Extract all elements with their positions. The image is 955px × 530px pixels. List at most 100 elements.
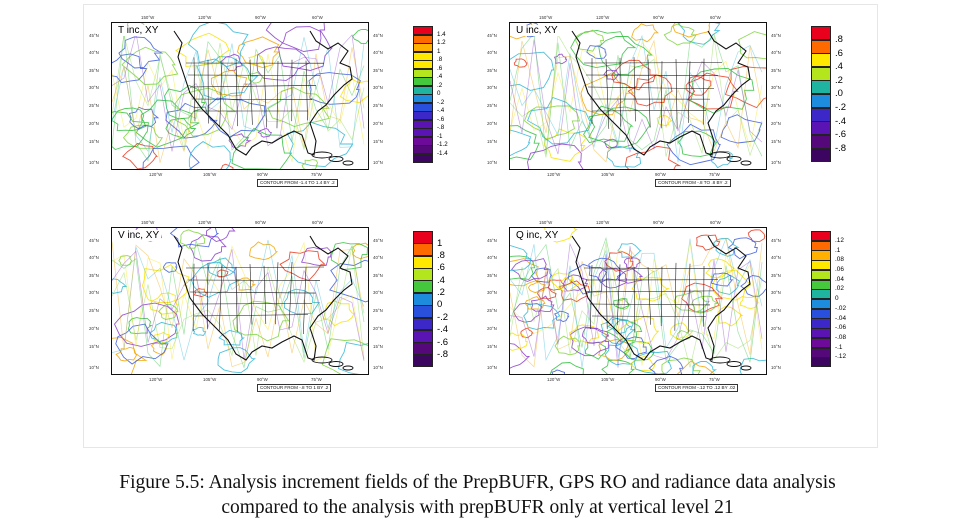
- contour-line: [322, 300, 355, 327]
- contour-line: [330, 242, 368, 271]
- lon-tick-label-bottom: 90°W: [655, 377, 666, 382]
- contour-line: [747, 229, 766, 243]
- contour-line: [627, 74, 674, 107]
- colorbar-label: -.4: [437, 107, 445, 115]
- contour-line: [588, 106, 651, 149]
- contour-line: [530, 267, 553, 283]
- colorbar-label: 1: [437, 47, 441, 55]
- lat-tick-label-left: 20°N: [487, 121, 497, 126]
- colorbar-label: 0: [437, 90, 441, 98]
- contour-line: [352, 242, 368, 260]
- lat-tick-label-left: 25°N: [487, 308, 497, 313]
- colorbar-swatch: [413, 329, 433, 343]
- island-outline: [342, 160, 354, 166]
- contour-line: [228, 133, 252, 149]
- contour-line: [705, 258, 736, 279]
- contour-line: [663, 23, 698, 46]
- contour-line: [581, 327, 610, 344]
- contour-line: [249, 241, 279, 261]
- colorbar-label: -.6: [437, 336, 449, 348]
- contour-line: [142, 264, 190, 304]
- lat-tick-label-right: 20°N: [373, 326, 383, 331]
- colorbar-label: -.02: [835, 304, 847, 312]
- contour-line: [162, 262, 178, 273]
- coastline: [571, 235, 751, 361]
- contour-line: [300, 246, 332, 266]
- lat-tick-label-left: 10°N: [487, 160, 497, 165]
- contour-line: [510, 241, 763, 368]
- island-outline: [709, 151, 731, 159]
- contour-line: [112, 53, 148, 84]
- contour-line: [601, 359, 636, 374]
- lat-tick-label-right: 15°N: [373, 139, 383, 144]
- colorbar-swatch: [811, 328, 831, 339]
- colorbar-label: -.12: [835, 353, 847, 361]
- contour-line: [329, 259, 368, 303]
- contour-line: [150, 342, 168, 356]
- state-border: [303, 267, 307, 334]
- contour-line: [720, 114, 763, 144]
- colorbar: 1.8.6.4.2 0 -.2 -.4 -.6 -.8: [413, 231, 448, 368]
- contour-line: [149, 292, 179, 315]
- contour-line: [724, 66, 766, 109]
- panel-t-increment: T inc, XY 1.4 1.2 1.8.6.4.2 0 -.2 -.4 -.6 -.8 -1…: [84, 5, 480, 208]
- colorbar-label: -.2: [437, 311, 449, 323]
- lat-tick-label-left: 35°N: [487, 68, 497, 73]
- contour-line: [127, 317, 153, 335]
- lon-tick-label-top: 90°W: [653, 15, 664, 20]
- lat-tick-label-right: 10°N: [373, 160, 383, 165]
- contour-line: [617, 242, 642, 259]
- lat-tick-label-left: 10°N: [89, 160, 99, 165]
- map-frame: Q inc, XY: [509, 227, 767, 375]
- colorbar-swatch: [811, 289, 831, 300]
- lon-tick-label-top: 90°W: [653, 220, 664, 225]
- state-border: [207, 263, 209, 330]
- lat-tick-label-left: 15°N: [89, 344, 99, 349]
- lon-tick-label-bottom: 75°W: [311, 377, 322, 382]
- colorbar-label: -.8: [835, 142, 847, 154]
- state-border: [585, 74, 719, 76]
- state-border: [187, 74, 321, 76]
- contour-line: [550, 272, 575, 290]
- lat-tick-label-left: 20°N: [487, 326, 497, 331]
- colorbar-label: .4: [437, 73, 443, 81]
- contour-line: [666, 123, 721, 166]
- state-border: [616, 264, 621, 326]
- contour-line: [169, 228, 220, 248]
- colorbar-swatch: [413, 317, 433, 331]
- contour-line: [321, 338, 368, 374]
- increment-contour-map: [510, 23, 766, 169]
- lat-tick-label-left: 10°N: [487, 365, 497, 370]
- colorbar-label: -.8: [437, 348, 449, 360]
- contour-line: [523, 105, 581, 141]
- colorbar-label: -.4: [835, 115, 847, 127]
- colorbar-label: -.2: [835, 101, 847, 113]
- lat-tick-label-left: 35°N: [89, 273, 99, 278]
- colorbar-swatch: [811, 107, 831, 122]
- lat-tick-label-left: 30°N: [89, 290, 99, 295]
- contour-line: [112, 241, 365, 362]
- lon-tick-label-bottom: 120°W: [149, 377, 163, 382]
- figure-caption: Figure 5.5: Analysis increment fields of…: [0, 470, 955, 520]
- colorbar-swatch: [413, 153, 433, 163]
- colorbar-label: -.2: [437, 98, 445, 106]
- lat-tick-label-left: 15°N: [487, 139, 497, 144]
- lat-tick-label-right: 25°N: [373, 308, 383, 313]
- contour-line: [220, 163, 234, 169]
- contour-line: [248, 53, 265, 66]
- contour-line: [231, 127, 293, 169]
- coastline: [571, 30, 751, 156]
- state-border: [587, 290, 715, 293]
- lon-tick-label-bottom: 90°W: [257, 377, 268, 382]
- contour-line: [192, 326, 207, 337]
- contour-line: [112, 37, 365, 152]
- contour-line: [232, 300, 290, 342]
- contour-line: [530, 295, 555, 312]
- colorbar-label: .1: [835, 246, 841, 254]
- lon-tick-label-bottom: 105°W: [203, 172, 217, 177]
- contour-line: [554, 335, 581, 356]
- contour-line: [513, 302, 543, 323]
- contour-line: [510, 332, 528, 351]
- colorbar-label: -.6: [835, 129, 847, 141]
- contour-line: [656, 115, 673, 127]
